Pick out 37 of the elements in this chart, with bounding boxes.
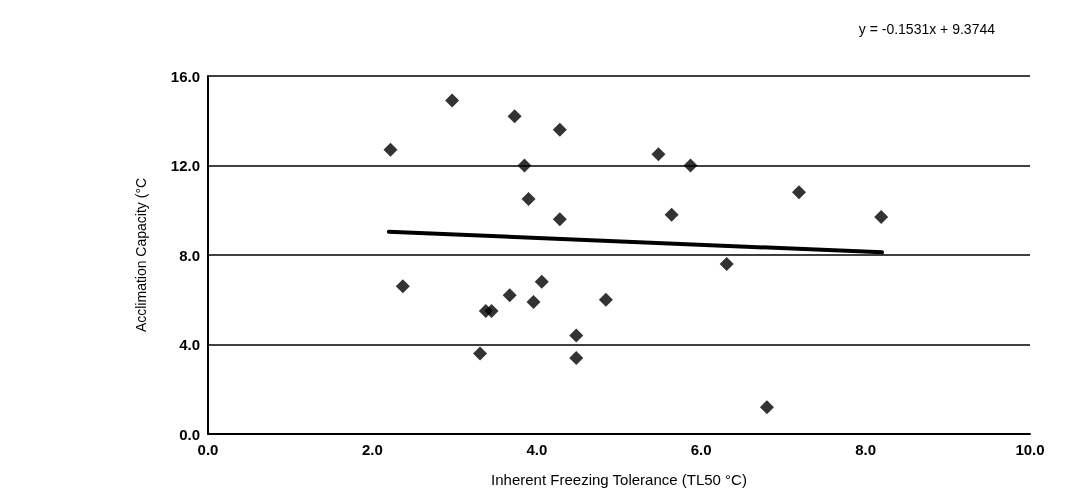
point bbox=[598, 292, 613, 307]
point bbox=[792, 185, 807, 200]
point bbox=[874, 209, 889, 224]
point bbox=[521, 192, 536, 207]
x-tick-label: 4.0 bbox=[526, 441, 548, 458]
text: y = -0.1531x + 9.3744 bbox=[858, 21, 996, 37]
point bbox=[445, 93, 460, 108]
point bbox=[759, 400, 774, 415]
point bbox=[683, 158, 698, 173]
point bbox=[569, 350, 584, 365]
point bbox=[552, 212, 567, 227]
point bbox=[473, 346, 488, 361]
point bbox=[651, 147, 666, 162]
point bbox=[484, 303, 499, 318]
point bbox=[534, 274, 549, 289]
point bbox=[517, 158, 532, 173]
x-tick-label: 10.0 bbox=[1015, 441, 1045, 458]
point bbox=[719, 256, 734, 271]
point bbox=[664, 207, 679, 222]
y-tick-label: 8.0 bbox=[179, 246, 200, 264]
x-tick-label: 8.0 bbox=[855, 441, 877, 458]
y-tick-label: 12.0 bbox=[170, 157, 200, 174]
point bbox=[507, 109, 522, 124]
y-axis-title: Acclimation Capacity (°C bbox=[133, 177, 149, 333]
point bbox=[552, 122, 567, 137]
point bbox=[526, 294, 541, 309]
point bbox=[502, 288, 517, 303]
y-tick-label: 0.0 bbox=[179, 425, 200, 443]
x-tick-label: 6.0 bbox=[690, 441, 712, 458]
point bbox=[395, 279, 410, 294]
x-axis-title: Inherent Freezing Tolerance (TL50 °C) bbox=[491, 471, 747, 488]
x-tick-label: 2.0 bbox=[361, 441, 383, 458]
point bbox=[383, 142, 398, 157]
point bbox=[569, 328, 584, 343]
y-tick-label: 4.0 bbox=[179, 336, 200, 353]
y-tick-label: 16.0 bbox=[170, 67, 200, 85]
x-tick-label: 0.0 bbox=[197, 441, 219, 458]
